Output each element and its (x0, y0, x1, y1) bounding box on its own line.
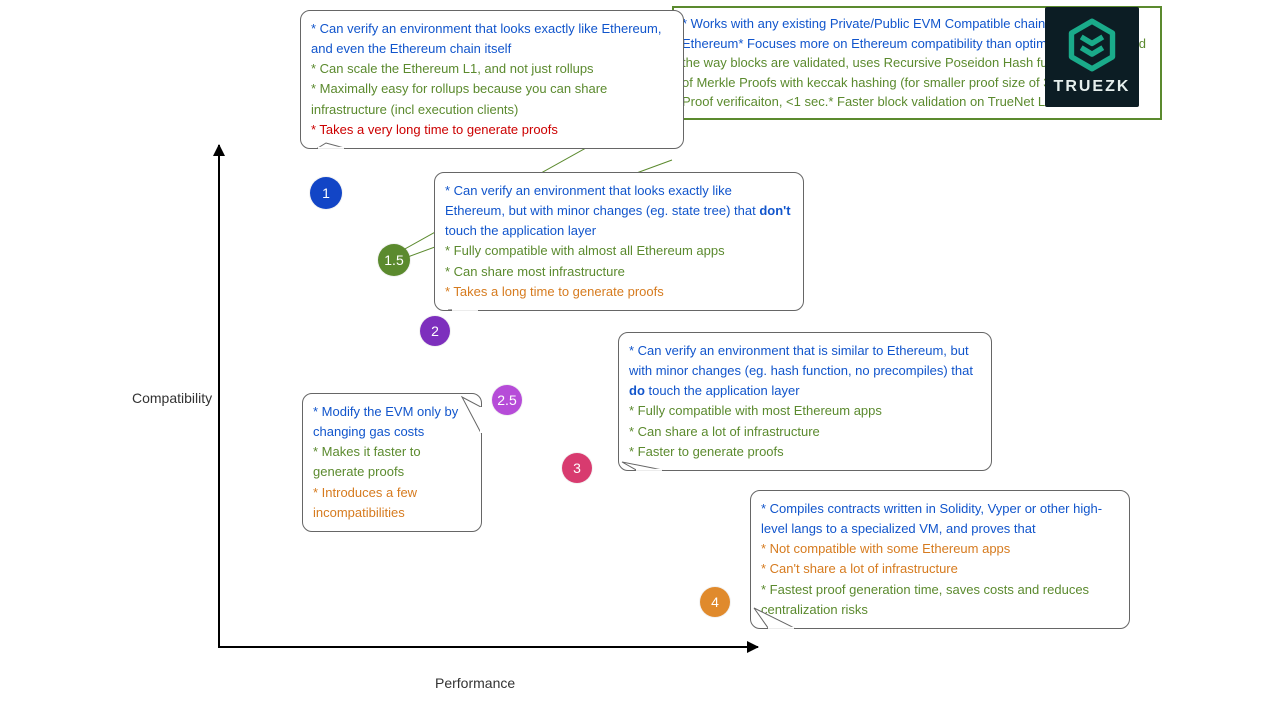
x-axis-label: Performance (435, 675, 515, 691)
marker-2: 2 (420, 316, 450, 346)
callout-line: * Focuses more on Ethereum compatibility… (738, 36, 1084, 51)
y-axis (218, 145, 220, 648)
marker-1-5: 1.5 (378, 244, 410, 276)
bubble-type-1: * Can verify an environment that looks e… (300, 10, 684, 149)
bubble-line: * Not compatible with some Ethereum apps (761, 539, 1119, 559)
bubble-line: * Can verify an environment that looks e… (311, 19, 673, 59)
bubble-line: * Fully compatible with almost all Ether… (445, 241, 793, 261)
y-axis-label: Compatibility (132, 390, 212, 406)
bubble-line: * Fastest proof generation time, saves c… (761, 580, 1119, 620)
bubble-type-2: * Can verify an environment that looks e… (434, 172, 804, 311)
bubble-line: * Takes a long time to generate proofs (445, 282, 793, 302)
bubble-line: * Introduces a few incompatibilities (313, 483, 471, 523)
bubble-line: * Makes it faster to generate proofs (313, 442, 471, 482)
bubble-line: * Takes a very long time to generate pro… (311, 120, 673, 140)
diagram-stage: Compatibility Performance * Works with a… (0, 0, 1280, 720)
marker-4: 4 (700, 587, 730, 617)
bubble-line: * Can share most infrastructure (445, 262, 793, 282)
bubble-line: * Modify the EVM only by changing gas co… (313, 402, 471, 442)
bubble-line: * Can scale the Ethereum L1, and not jus… (311, 59, 673, 79)
bubble-line: * Can't share a lot of infrastructure (761, 559, 1119, 579)
marker-3: 3 (562, 453, 592, 483)
marker-2-5: 2.5 (492, 385, 522, 415)
bubble-line: * Can verify an environment that is simi… (629, 341, 981, 401)
bubble-line: * Faster to generate proofs (629, 442, 981, 462)
x-axis (218, 646, 758, 648)
bubble-line: * Can verify an environment that looks e… (445, 181, 793, 241)
bubble-type-2-5: * Modify the EVM only by changing gas co… (302, 393, 482, 532)
bubble-line: * Compiles contracts written in Solidity… (761, 499, 1119, 539)
bubble-line: * Can share a lot of infrastructure (629, 422, 981, 442)
bubble-line: * Fully compatible with most Ethereum ap… (629, 401, 981, 421)
bubble-type-3: * Can verify an environment that is simi… (618, 332, 992, 471)
bubble-line: * Maximally easy for rollups because you… (311, 79, 673, 119)
callout-line: * Faster block validation on TrueNet L2s… (828, 94, 1062, 109)
marker-1: 1 (310, 177, 342, 209)
truezk-logo-text: TRUEZK (1054, 78, 1131, 96)
truezk-logo: TRUEZK (1045, 7, 1139, 107)
truezk-logo-icon (1065, 18, 1119, 72)
bubble-type-4: * Compiles contracts written in Solidity… (750, 490, 1130, 629)
